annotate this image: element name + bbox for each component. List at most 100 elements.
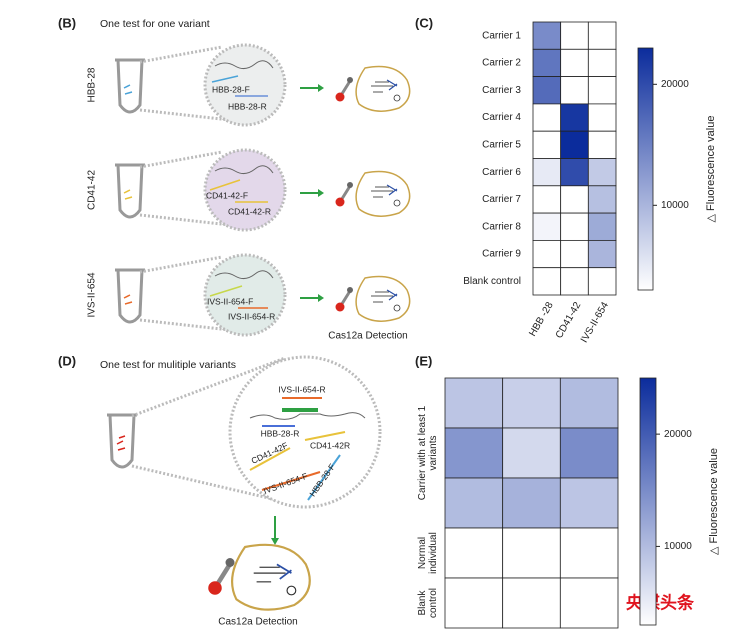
colorbar-label: △ Fluorescence value — [708, 448, 720, 555]
variant-label: HBB-28 — [87, 67, 98, 102]
column-label: CD41-42 — [554, 300, 584, 341]
row-label: Carrier 2 — [482, 58, 521, 69]
heatmap-cell — [559, 477, 619, 529]
heatmap-cell — [587, 212, 617, 241]
heatmap-cell — [560, 185, 589, 214]
heatmap-cell — [532, 267, 562, 296]
primer-label: CD41-42R — [310, 440, 350, 450]
row-label-box: Carrier with at least 1 variants — [417, 405, 439, 501]
primer-label: HBB-28-R — [228, 101, 267, 111]
heatmap-cell — [587, 76, 617, 105]
colorbar — [637, 47, 654, 291]
row-label: Carrier 5 — [482, 139, 521, 150]
row-label: Carrier 6 — [482, 167, 521, 178]
primer-label: IVS-II-654-R — [278, 384, 325, 394]
detection-label: Cas12a Detection — [328, 331, 408, 342]
variant-row: IVS-II-654 IVS-II-654-F IVS-II-654-R — [87, 253, 411, 337]
multiplex-diagram: IVS-II-654-R HBB-28-R CD41-42R CD41-42F … — [105, 355, 382, 611]
heatmap-cell — [587, 158, 617, 187]
panel-label: (C) — [415, 15, 433, 30]
heatmap-cell — [559, 427, 619, 479]
heatmap-cell — [587, 185, 617, 214]
heatmap-cell — [502, 577, 561, 629]
colorbar-tick-label: 10000 — [664, 541, 692, 552]
heatmap-cell — [444, 377, 504, 429]
row-label: Carrier 4 — [482, 112, 521, 123]
row-label: Carrier 3 — [482, 85, 521, 96]
primer-label: IVS-II-654-F — [207, 296, 253, 306]
heatmap-cell — [444, 477, 504, 529]
panel-label: (B) — [58, 15, 76, 30]
heatmap-cell — [502, 527, 561, 579]
heatmap-cell — [560, 103, 589, 132]
heatmap-cell — [560, 158, 589, 187]
primer-label: HBB-28-F — [212, 84, 250, 94]
heatmap-cell — [502, 377, 561, 429]
primer-label: IVS-II-654-R — [228, 311, 275, 321]
heatmap-cell — [532, 130, 562, 159]
variant-row: HBB-28 HBB-28-F HBB-28-R — [87, 43, 411, 127]
row-label-box: Normal individual — [417, 532, 439, 574]
colorbar — [639, 377, 657, 626]
panel-subtitle: One test for mulitiple variants — [100, 359, 236, 371]
colorbar-label: △ Fluorescence value — [705, 116, 717, 223]
detection-label: Cas12a Detection — [218, 617, 298, 628]
heatmap-cell — [560, 21, 589, 50]
heatmap-cell — [560, 76, 589, 105]
heatmap-cell — [560, 267, 589, 296]
row-label-box: Blank control — [417, 588, 439, 619]
heatmap-cell — [587, 239, 617, 269]
heatmap-cell — [502, 477, 561, 529]
heatmap-cell — [559, 577, 619, 629]
heatmap-cell — [532, 21, 562, 50]
colorbar-tick-label: 10000 — [661, 200, 689, 211]
primer-label: CD41-42-F — [206, 190, 248, 200]
column-label: HBB -28 — [527, 300, 556, 339]
primer-label: HBB-28-R — [261, 428, 300, 438]
row-label: Carrier 9 — [482, 249, 521, 260]
heatmap-cell — [560, 212, 589, 241]
heatmap-cell — [502, 427, 561, 479]
panel-subtitle: One test for one variant — [100, 18, 210, 30]
variant-label: IVS-II-654 — [87, 272, 98, 317]
colorbar-tick-label: 20000 — [661, 79, 689, 90]
row-label: Blank control — [463, 276, 521, 287]
heatmap-cell — [532, 48, 562, 77]
row-label-group: Carrier with at least 1 variants — [417, 405, 439, 501]
heatmap-cell — [587, 103, 617, 132]
heatmap-cell — [559, 527, 619, 579]
panel-label: (E) — [415, 353, 432, 368]
heatmap-cell — [559, 377, 619, 429]
heatmap-cell — [587, 48, 617, 77]
column-label: IVS-II-654 — [579, 300, 611, 345]
row-label: Carrier with at least 1 variants — [417, 405, 439, 501]
heatmap-cell — [532, 185, 562, 214]
colorbar-tick-label: 20000 — [664, 429, 692, 440]
primer-label: CD41-42-R — [228, 206, 271, 216]
heatmap-cell — [444, 527, 504, 579]
row-label-group: Normal individual — [417, 532, 439, 574]
heatmap-cell — [587, 130, 617, 159]
row-label-group: Blank control — [417, 588, 439, 619]
heatmap-cell — [560, 48, 589, 77]
heatmap-cell — [560, 130, 589, 159]
heatmap-cell — [532, 239, 562, 269]
panel-label: (D) — [58, 353, 76, 368]
row-label: Carrier 1 — [482, 30, 521, 41]
heatmap-cell — [560, 239, 589, 269]
row-label: Blank control — [417, 588, 439, 619]
heatmap-cell — [532, 158, 562, 187]
watermark: 央媒头条 — [626, 592, 695, 612]
heatmap-cell — [532, 76, 562, 105]
heatmap-cell — [444, 577, 504, 629]
heatmap-cell — [587, 21, 617, 50]
heatmap-cell — [444, 427, 504, 479]
variant-row: CD41-42 CD41-42-F CD41-42-R — [87, 148, 411, 232]
heatmap-cell — [532, 103, 562, 132]
row-label: Normal individual — [417, 532, 439, 574]
row-label: Carrier 8 — [482, 221, 521, 232]
row-label: Carrier 7 — [482, 194, 521, 205]
variant-label: CD41-42 — [87, 170, 98, 210]
heatmap-cell — [532, 212, 562, 241]
